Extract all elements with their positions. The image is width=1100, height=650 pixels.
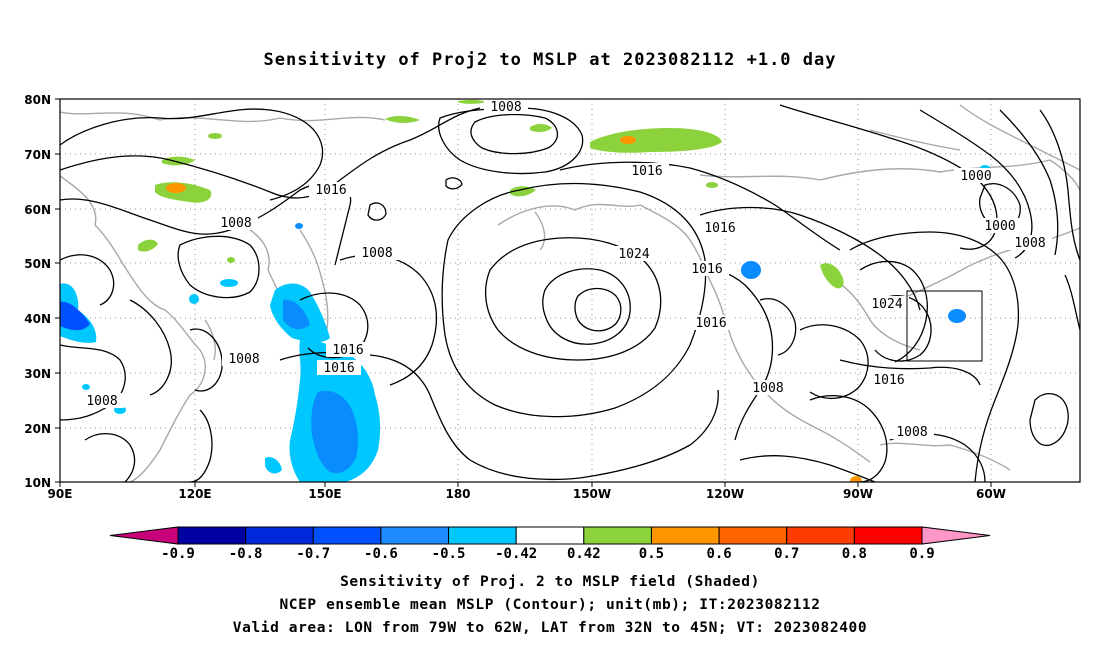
- contour-label: 1008: [222, 351, 266, 367]
- colorbar-tick-label: 0.7: [774, 546, 799, 562]
- lat-label: 70N: [24, 148, 51, 162]
- colorbar-segment: [245, 526, 314, 545]
- mslp-contours: [60, 104, 1080, 482]
- map-border: [59, 98, 1081, 483]
- svg-text:1008: 1008: [361, 246, 392, 261]
- contour-label: 1024: [612, 246, 656, 262]
- lon-label: 90E: [48, 487, 73, 501]
- contour-label: 1016: [689, 315, 733, 331]
- svg-text:1008: 1008: [220, 216, 251, 231]
- svg-text:1016: 1016: [323, 361, 354, 376]
- contour-label: 1024: [865, 296, 909, 312]
- svg-text:1024: 1024: [871, 297, 902, 312]
- lat-label: 30N: [24, 367, 51, 381]
- contour-label: 1008: [214, 215, 258, 231]
- lon-label: 120W: [706, 487, 744, 501]
- svg-text:1016: 1016: [631, 164, 662, 179]
- lon-label: 90W: [843, 487, 873, 501]
- colorbar-tick-label: -0.8: [229, 546, 263, 562]
- caption-line-2: NCEP ensemble mean MSLP (Contour); unit(…: [279, 597, 821, 613]
- svg-text:1008: 1008: [228, 352, 259, 367]
- contour-label: 1000: [954, 168, 998, 184]
- verification-area-box: [906, 290, 983, 362]
- colorbar-segment: [177, 526, 247, 545]
- svg-text:1016: 1016: [332, 343, 363, 358]
- lat-label: 60N: [24, 203, 51, 217]
- colorbar-tick-label: -0.6: [364, 546, 398, 562]
- colorbar-segment: [583, 526, 652, 545]
- lon-label: 150E: [308, 487, 341, 501]
- contour-label: 1016: [625, 163, 669, 179]
- colorbar-segment: [650, 526, 720, 545]
- colorbar-segment: [921, 526, 991, 545]
- contour-label: 1016: [317, 360, 361, 376]
- colorbar-tick-label: 0.9: [909, 546, 934, 562]
- lon-label: 180: [445, 487, 470, 501]
- contour-label: 1016: [867, 372, 911, 388]
- contour-label: 1008: [1008, 235, 1052, 251]
- contour-label: 1008: [890, 424, 934, 440]
- lon-label: 120E: [178, 487, 211, 501]
- longitude-labels: 90E 120E 150E 180 150W 120W 90W 60W: [48, 487, 1006, 501]
- svg-text:1016: 1016: [691, 262, 722, 277]
- lat-label: 20N: [24, 422, 51, 436]
- svg-text:1008: 1008: [896, 425, 927, 440]
- colorbar-tick-label: 0.5: [639, 546, 664, 562]
- svg-text:1008: 1008: [1014, 236, 1045, 251]
- colorbar-tick-label: 0.42: [567, 546, 601, 562]
- svg-text:1000: 1000: [960, 169, 991, 184]
- contour-label: 1016: [309, 182, 353, 198]
- contour-label: 1008: [746, 380, 790, 396]
- contour-label: 1016: [326, 342, 370, 358]
- contour-label: 1008: [484, 99, 528, 115]
- contour-label: 1016: [698, 220, 742, 236]
- colorbar-tick-label: 0.8: [842, 546, 867, 562]
- colorbar-labels: -0.9 -0.8 -0.7 -0.6 -0.5 -0.42 0.42 0.5 0.6 0.7 0.…: [161, 546, 935, 562]
- colorbar-tick-label: -0.5: [432, 546, 466, 562]
- colorbar-segment: [853, 526, 923, 545]
- svg-text:1008: 1008: [86, 394, 117, 409]
- contour-label: 1008: [80, 393, 124, 409]
- contour-label: 1008: [355, 245, 399, 261]
- svg-text:1016: 1016: [704, 221, 735, 236]
- caption-line-1: Sensitivity of Proj. 2 to MSLP field (Sh…: [340, 574, 760, 590]
- colorbar-segment: [515, 526, 585, 545]
- colorbar-segment: [380, 526, 450, 545]
- latitude-labels: 80N 70N 60N 50N 40N 30N 20N 10N: [24, 93, 51, 490]
- colorbar-tick-label: -0.9: [161, 546, 195, 562]
- lat-label: 80N: [24, 93, 51, 107]
- lat-label: 50N: [24, 257, 51, 271]
- svg-text:1016: 1016: [695, 316, 726, 331]
- svg-text:1016: 1016: [873, 373, 904, 388]
- svg-text:1016: 1016: [315, 183, 346, 198]
- colorbar-tick-label: -0.42: [495, 546, 537, 562]
- axis-ticks: [55, 98, 992, 487]
- svg-text:1024: 1024: [618, 247, 649, 262]
- colorbar-segment: [448, 526, 517, 545]
- lon-label: 60W: [976, 487, 1006, 501]
- svg-text:1008: 1008: [490, 100, 521, 115]
- svg-text:1000: 1000: [984, 219, 1015, 234]
- colorbar-segment: [312, 526, 382, 545]
- colorbar-segment: [718, 526, 788, 545]
- map-title: Sensitivity of Proj2 to MSLP at 20230821…: [263, 50, 837, 70]
- caption-line-3: Valid area: LON from 79W to 62W, LAT fro…: [232, 620, 868, 636]
- colorbar-segment: [109, 526, 179, 545]
- shaded-sensitivity: [60, 99, 990, 482]
- colorbar-tick-label: 0.6: [706, 546, 731, 562]
- lat-label: 40N: [24, 312, 51, 326]
- contour-label: 1000: [978, 218, 1022, 234]
- lat-label: 10N: [24, 476, 51, 490]
- lon-label: 150W: [573, 487, 611, 501]
- colorbar: [109, 526, 991, 545]
- contour-label: 1016: [685, 261, 729, 277]
- colorbar-tick-label: -0.7: [296, 546, 330, 562]
- colorbar-segment: [786, 526, 855, 545]
- contour-labels: 1008 1016 1008 1008 1016 1016 1008 1008 …: [80, 99, 1052, 440]
- svg-text:1008: 1008: [752, 381, 783, 396]
